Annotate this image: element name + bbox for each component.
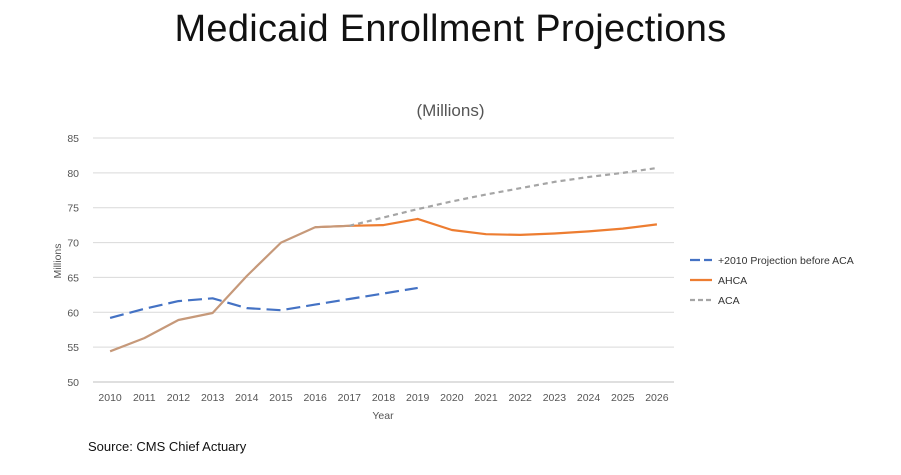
y-tick-label: 50 — [67, 377, 79, 389]
legend: +2010 Projection before ACA AHCA ACA — [690, 255, 854, 307]
y-tick-label: 80 — [67, 168, 79, 180]
y-axis-label: Millions — [52, 243, 64, 278]
x-axis-label: Year — [372, 410, 394, 422]
x-tick-label: 2024 — [577, 392, 601, 404]
y-tick-label: 75 — [67, 203, 79, 215]
x-tick-label: 2013 — [201, 392, 225, 404]
series-line-shared-history — [109, 224, 350, 353]
y-tick-label: 60 — [67, 307, 79, 319]
x-tick-label: 2019 — [406, 392, 430, 404]
y-tick-label: 85 — [67, 133, 79, 145]
x-tick-label: 2015 — [269, 392, 293, 404]
chart-subtitle: (Millions) — [416, 101, 485, 120]
x-tick-label: 2017 — [338, 392, 362, 404]
x-tick-label: 2020 — [440, 392, 464, 404]
series-lines — [109, 166, 658, 353]
legend-item-label: ACA — [718, 295, 740, 307]
x-tick-label: 2014 — [235, 392, 259, 404]
x-tick-label: 2026 — [645, 392, 669, 404]
x-tick-label: 2012 — [167, 392, 191, 404]
y-axis-ticks: 50 55 60 65 70 75 80 85 — [67, 133, 79, 389]
y-tick-label: 70 — [67, 238, 79, 250]
x-tick-label: 2010 — [98, 392, 122, 404]
x-tick-label: 2018 — [372, 392, 396, 404]
x-tick-label: 2023 — [543, 392, 567, 404]
x-tick-label: 2022 — [509, 392, 533, 404]
chart-title: Medicaid Enrollment Projections — [174, 8, 727, 50]
y-tick-label: 65 — [67, 272, 79, 284]
x-tick-label: 2011 — [133, 392, 156, 404]
source-note: Source: CMS Chief Actuary — [88, 439, 247, 454]
series-line-ahca — [315, 217, 658, 236]
x-tick-label: 2021 — [474, 392, 498, 404]
legend-item-label: +2010 Projection before ACA — [718, 255, 854, 267]
series-line-aca — [349, 166, 658, 227]
y-tick-label: 55 — [67, 342, 79, 354]
series-line-2010-projection-before-aca — [109, 286, 418, 319]
x-tick-label: 2025 — [611, 392, 635, 404]
legend-item-label: AHCA — [718, 275, 747, 287]
gridlines — [93, 137, 674, 383]
x-axis-ticks: 2010 2011 2012 2013 2014 2015 2016 2017 2018 2019… — [98, 392, 668, 404]
x-tick-label: 2016 — [303, 392, 327, 404]
